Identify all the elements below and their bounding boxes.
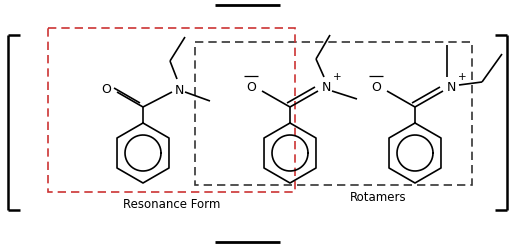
Text: O: O	[246, 81, 256, 94]
Text: Resonance Form: Resonance Form	[123, 198, 221, 211]
Text: O: O	[371, 81, 381, 94]
Text: O: O	[101, 82, 111, 96]
Bar	[195, 42, 472, 185]
Text: N: N	[321, 81, 331, 94]
Text: N: N	[174, 83, 184, 97]
Text: N: N	[447, 81, 456, 94]
Text: Rotamers: Rotamers	[350, 191, 407, 204]
Text: +: +	[458, 72, 466, 82]
Bar	[48, 28, 295, 192]
Text: +: +	[333, 72, 341, 82]
